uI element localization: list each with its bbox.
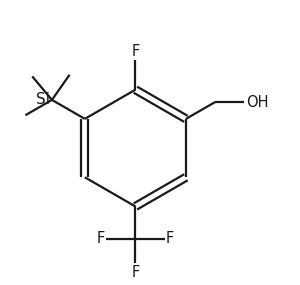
Text: OH: OH xyxy=(246,95,268,110)
Text: F: F xyxy=(131,265,140,280)
Text: F: F xyxy=(166,231,174,246)
Text: F: F xyxy=(131,44,140,59)
Text: Si: Si xyxy=(37,92,50,107)
Text: F: F xyxy=(97,231,105,246)
